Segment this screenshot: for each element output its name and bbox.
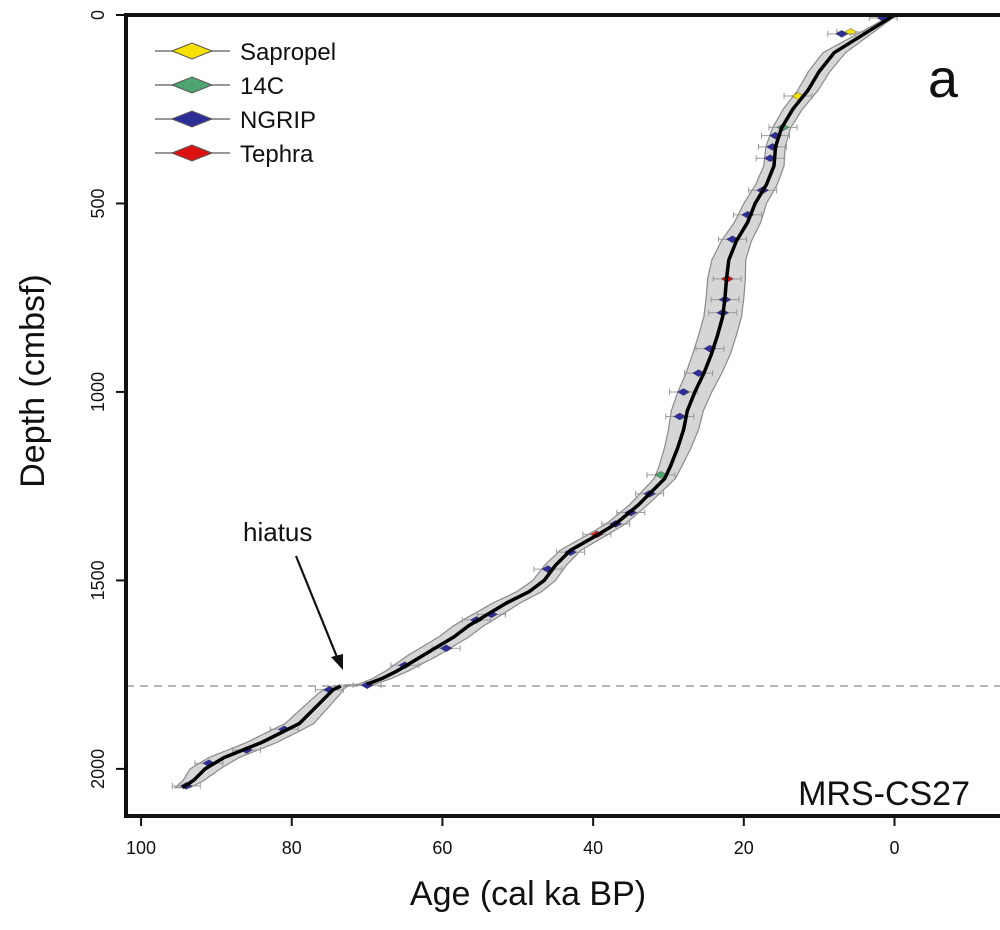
legend-entry-ngrip: NGRIP: [155, 107, 316, 134]
legend-entry-tephra: Tephra: [155, 141, 314, 168]
x-tick-label: 40: [583, 838, 603, 858]
legend-label: Sapropel: [240, 39, 336, 66]
legend-label: Tephra: [240, 141, 314, 168]
x-tick-label: 0: [890, 838, 900, 858]
y-tick-label: 1500: [88, 560, 108, 600]
hiatus-arrow: [294, 555, 343, 670]
y-tick-label: 500: [88, 188, 108, 218]
tie-point-marker: [835, 30, 849, 38]
legend-entry-14c: 14C: [155, 73, 284, 100]
legend-label: NGRIP: [240, 107, 316, 134]
x-axis: 100 80 60 40 20 0: [126, 816, 900, 858]
legend-marker: [170, 42, 214, 60]
y-axis: 0 500 1000 1500 2000: [88, 10, 126, 789]
age-model-curve-2: [181, 684, 342, 790]
core-label: MRS-CS27: [798, 775, 970, 813]
x-tick-label: 20: [734, 838, 754, 858]
y-tick-label: 1000: [88, 372, 108, 412]
y-tick-label: 2000: [88, 749, 108, 789]
hiatus-annotation-text: hiatus: [243, 517, 312, 547]
uncertainty-band-1: [333, 14, 899, 687]
plot-frame: [124, 13, 1000, 818]
x-tick-label: 80: [282, 838, 302, 858]
age-model-curve-layer: [181, 13, 896, 790]
x-tick-label: 60: [432, 838, 452, 858]
y-axis-title: Depth (cmbsf): [14, 274, 52, 488]
legend-entry-sapropel: Sapropel: [155, 39, 336, 66]
panel-label: a: [928, 49, 959, 109]
legend-label: 14C: [240, 73, 284, 100]
legend-marker: [170, 76, 214, 94]
x-axis-title: Age (cal ka BP): [410, 875, 646, 913]
x-tick-label: 100: [126, 838, 156, 858]
legend-marker: [170, 144, 214, 162]
y-tick-label: 0: [88, 10, 108, 20]
tie-point-marker: [677, 388, 690, 396]
age-model-curve-1: [366, 13, 896, 686]
legend: Sapropel 14C NGRIP Tephra: [155, 39, 336, 168]
tie-point-ngrip: [827, 30, 857, 38]
tie-point-marker: [439, 644, 453, 652]
legend-marker: [170, 110, 214, 128]
